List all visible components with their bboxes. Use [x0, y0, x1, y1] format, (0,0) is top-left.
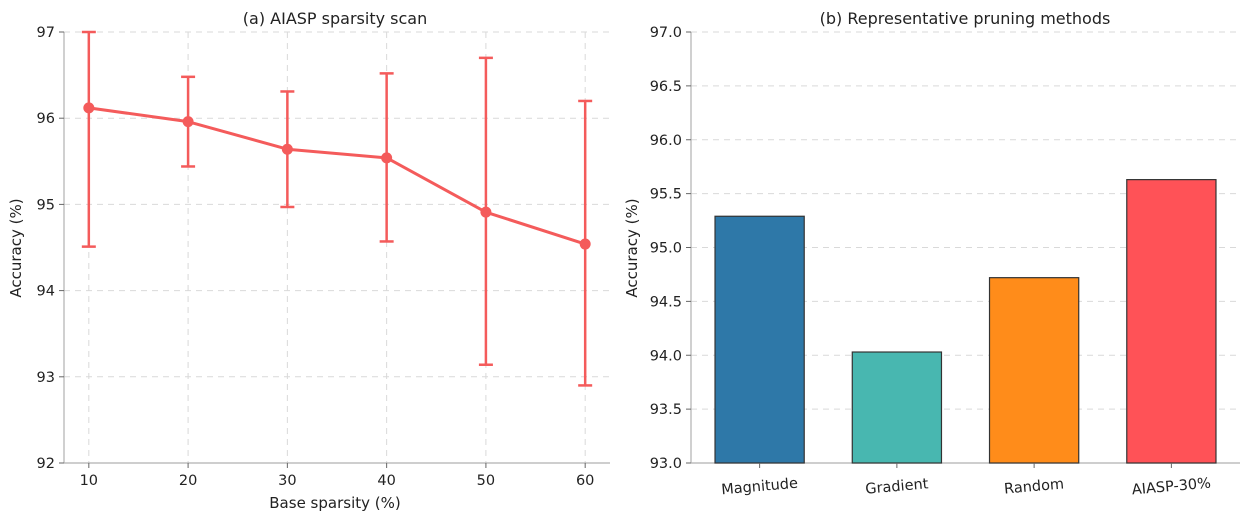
chart-a-series-line: [88, 106, 586, 246]
chart-b-y-tick-label: 96.5: [650, 79, 682, 95]
chart-a-y-tick-label: 92: [37, 456, 55, 472]
chart-b-bars: [714, 179, 1217, 464]
chart-a-gridlines: [64, 31, 610, 463]
chart-a-x-tick-label: 20: [179, 473, 197, 489]
chart-a-x-tick-label: 60: [576, 473, 594, 489]
chart-b-x-tick-label: Random: [1004, 476, 1065, 497]
chart-b-title: (b) Representative pruning methods: [820, 9, 1111, 28]
chart-a-y-tick-label: 93: [37, 370, 55, 386]
chart-a-y-ticks: 92 93 94 95 96 97: [37, 25, 64, 472]
chart-a-title: (a) AIASP sparsity scan: [243, 9, 427, 28]
chart-b-y-ticks: 93.0 93.5 94.0 94.5 95.0 95.5 96.0 96.5 97.0: [650, 25, 691, 472]
chart-a-x-tick-label: 40: [377, 473, 395, 489]
chart-b-y-tick-label: 95.0: [650, 241, 682, 257]
chart-a-x-tick-label: 30: [278, 473, 296, 489]
chart-a-y-tick-label: 95: [37, 197, 55, 213]
chart-a-y-tick-label: 97: [37, 25, 55, 41]
chart-b-y-tick-label: 97.0: [650, 25, 682, 41]
chart-a-points: [83, 102, 591, 250]
chart-b-bar: [714, 215, 805, 464]
chart-a-x-tick-label: 10: [80, 473, 98, 489]
chart-b-y-tick-label: 93.0: [650, 456, 682, 472]
chart-b-x-tick-label: AIASP-30%: [1131, 476, 1211, 499]
chart-a-data-point: [182, 116, 194, 128]
chart-b-y-tick-label: 95.5: [650, 187, 682, 203]
chart-b-bar: [1126, 179, 1217, 464]
chart-a-x-ticks: 10 20 30 40 50 60: [80, 463, 594, 489]
chart-b-y-tick-label: 93.5: [650, 402, 682, 418]
chart-a-x-tick-label: 50: [477, 473, 495, 489]
chart-a-y-tick-label: 94: [37, 284, 55, 300]
chart-a-data-point: [579, 238, 591, 250]
chart-a-data-point: [83, 102, 95, 114]
chart-b-bar: [851, 351, 943, 464]
chart-b-bar: [988, 277, 1080, 464]
chart-a-data-point: [381, 152, 393, 164]
chart-a-data-point: [480, 206, 492, 218]
panel-pruning-methods: (b) Representative pruning methods 93.09…: [623, 9, 1240, 498]
chart-b-y-tick-label: 94.5: [650, 294, 682, 310]
chart-b-y-tick-label: 94.0: [650, 348, 682, 364]
chart-a-y-tick-label: 96: [37, 111, 55, 127]
chart-b-x-tick-label: Magnitude: [721, 476, 799, 499]
chart-b-x-tick-label: Gradient: [865, 476, 930, 497]
chart-a-y-label: Accuracy (%): [7, 198, 25, 297]
chart-a-data-point: [281, 143, 293, 155]
panel-sparsity-scan: (a) AIASP sparsity scan 92 93 94 95 96 97 10 2…: [7, 9, 610, 512]
chart-a-x-label: Base sparsity (%): [269, 494, 400, 512]
chart-b-y-label: Accuracy (%): [623, 198, 641, 297]
chart-b-y-tick-label: 96.0: [650, 133, 682, 149]
chart-b-x-ticks: Magnitude Gradient Random AIASP-30%: [721, 463, 1212, 498]
chart-a-error-bars: [81, 30, 593, 387]
